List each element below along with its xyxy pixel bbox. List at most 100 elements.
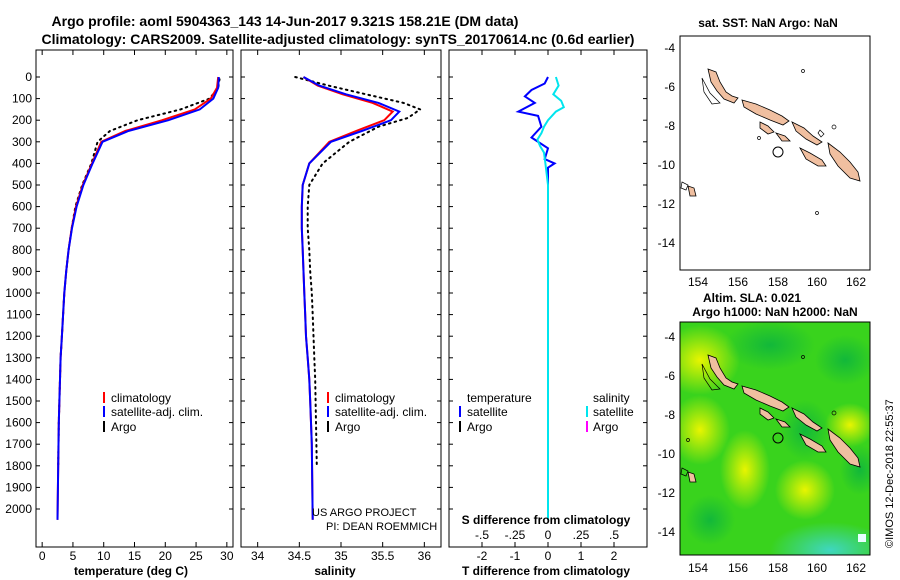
sla-map xyxy=(679,321,871,556)
sst-ytick: -4 xyxy=(664,41,675,55)
s-diff-tick-label: .25 xyxy=(573,528,590,542)
depth-tick-label: 1800 xyxy=(5,459,32,473)
depth-tick-label: 1600 xyxy=(5,416,32,430)
depth-tick-label: 1900 xyxy=(5,480,32,494)
x-tick-label: 0 xyxy=(39,549,46,563)
depth-tick-label: 0 xyxy=(25,70,32,84)
sst-ytick: -10 xyxy=(658,158,676,172)
legend-argo: Argo xyxy=(111,420,137,434)
depth-tick-label: 500 xyxy=(12,178,32,192)
legend-argo: Argo xyxy=(335,420,361,434)
x-tick-label: 2 xyxy=(611,549,618,563)
sla-map-title-line2: Argo h1000: NaN h2000: NaN xyxy=(692,305,857,319)
sst-ytick: -6 xyxy=(664,80,675,94)
credit-project: US ARGO PROJECT xyxy=(312,507,417,519)
x-tick-label: 34.5 xyxy=(288,549,312,563)
series-climatology xyxy=(56,76,220,520)
sla-ytick: -4 xyxy=(664,330,675,344)
legend-climatology: climatology xyxy=(111,391,171,405)
sla-xtick: 156 xyxy=(728,561,748,575)
legend-t-satellite: satellite xyxy=(467,405,508,419)
sst-map-title: sat. SST: NaN Argo: NaN xyxy=(698,16,838,30)
x-tick-label: 1 xyxy=(578,549,585,563)
sla-ytick: -6 xyxy=(664,369,675,383)
x-tick-label: -1 xyxy=(510,549,521,563)
difference-legend: temperature satellite Argo salinity sate… xyxy=(459,391,634,434)
depth-tick-label: 400 xyxy=(12,156,32,170)
sla-ytick: -8 xyxy=(664,408,675,422)
sla-xtick: 162 xyxy=(846,561,866,575)
island-shapes xyxy=(687,68,861,197)
depth-tick-label: 200 xyxy=(12,113,32,127)
x-tick-label: 5 xyxy=(70,549,77,563)
series-argo xyxy=(294,76,423,467)
legend-satellite-adj: satellite-adj. clim. xyxy=(111,405,203,419)
profile-lines xyxy=(56,76,566,520)
temperature-panel xyxy=(35,49,234,548)
legend-satellite-adj: satellite-adj. clim. xyxy=(335,405,427,419)
x-tick-label: 30 xyxy=(220,549,234,563)
axis-ticks: 0100200300400500600700800900100011001200… xyxy=(5,50,647,563)
sla-map-ticks: 154 156 158 160 162 xyxy=(688,561,866,575)
x-tick-label: 0 xyxy=(545,549,552,563)
depth-tick-label: 900 xyxy=(12,264,32,278)
depth-tick-label: 100 xyxy=(12,92,32,106)
sst-xtick: 160 xyxy=(807,275,827,289)
legend-t-argo: Argo xyxy=(467,420,493,434)
s-difference-label: S difference from climatology xyxy=(462,513,631,527)
sst-xtick: 162 xyxy=(846,275,866,289)
x-tick-label: 10 xyxy=(97,549,111,563)
sst-map xyxy=(679,35,871,271)
sst-ytick: -12 xyxy=(658,197,676,211)
depth-tick-label: 2000 xyxy=(5,502,32,516)
sst-xtick: 154 xyxy=(688,275,708,289)
sla-xtick: 160 xyxy=(807,561,827,575)
depth-tick-label: 1100 xyxy=(6,308,32,322)
x-tick-label: 35.5 xyxy=(371,549,395,563)
sla-ytick: -12 xyxy=(658,486,676,500)
depth-tick-label: 1000 xyxy=(5,286,32,300)
s-diff-tick-label: -.5 xyxy=(475,528,489,542)
salinity-xlabel: salinity xyxy=(314,564,356,578)
salinity-panel xyxy=(240,49,442,548)
depth-tick-label: 1500 xyxy=(5,394,32,408)
sst-map-yticks: -4 -6 -8 -10 -12 -14 xyxy=(658,41,676,250)
t-difference-xlabel: T difference from climatology xyxy=(462,564,630,578)
sst-xtick: 158 xyxy=(768,275,788,289)
sla-map-title-line1: Altim. SLA: 0.021 xyxy=(703,291,801,305)
sla-field xyxy=(680,322,870,555)
salinity-legend: climatology satellite-adj. clim. Argo xyxy=(327,391,427,434)
series-satellite-adj-clim- xyxy=(56,76,220,520)
temperature-xlabel: temperature (deg C) xyxy=(74,564,188,578)
sla-xtick: 154 xyxy=(688,561,708,575)
depth-tick-label: 1700 xyxy=(5,437,32,451)
sst-ytick: -8 xyxy=(664,119,675,133)
sst-ytick: -14 xyxy=(658,236,676,250)
s-diff-tick-label: .5 xyxy=(609,528,619,542)
imos-watermark: ©IMOS 12-Dec-2018 22:55:37 xyxy=(884,399,896,548)
series-s-satellite xyxy=(536,76,566,520)
x-tick-label: 35 xyxy=(334,549,348,563)
sst-xtick: 156 xyxy=(728,275,748,289)
depth-tick-label: 600 xyxy=(12,200,32,214)
depth-tick-label: 1300 xyxy=(5,351,32,365)
legend-s-satellite: satellite xyxy=(593,405,634,419)
sla-ytick: -14 xyxy=(658,525,676,539)
x-tick-label: 15 xyxy=(128,549,142,563)
credit-pi: PI: DEAN ROEMMICH xyxy=(326,521,437,533)
x-tick-label: 34 xyxy=(251,549,265,563)
series-t-satellite xyxy=(515,76,557,520)
s-diff-tick-label: 0 xyxy=(545,528,552,542)
sla-xtick: 158 xyxy=(768,561,788,575)
depth-tick-label: 700 xyxy=(12,221,32,235)
sst-map-ticks: 154 156 158 160 162 xyxy=(688,275,866,289)
x-tick-label: 25 xyxy=(189,549,203,563)
figure-title-line1: Argo profile: aoml 5904363_143 14-Jun-20… xyxy=(52,13,519,29)
depth-tick-label: 1200 xyxy=(5,329,32,343)
x-tick-label: 36 xyxy=(418,549,432,563)
figure-title-line2: Climatology: CARS2009. Satellite-adjuste… xyxy=(42,31,635,47)
s-diff-tick-label: -.25 xyxy=(505,528,526,542)
temperature-legend: climatology satellite-adj. clim. Argo xyxy=(103,391,203,434)
legend-temperature-title: temperature xyxy=(467,391,532,405)
island-shapes xyxy=(687,354,861,483)
